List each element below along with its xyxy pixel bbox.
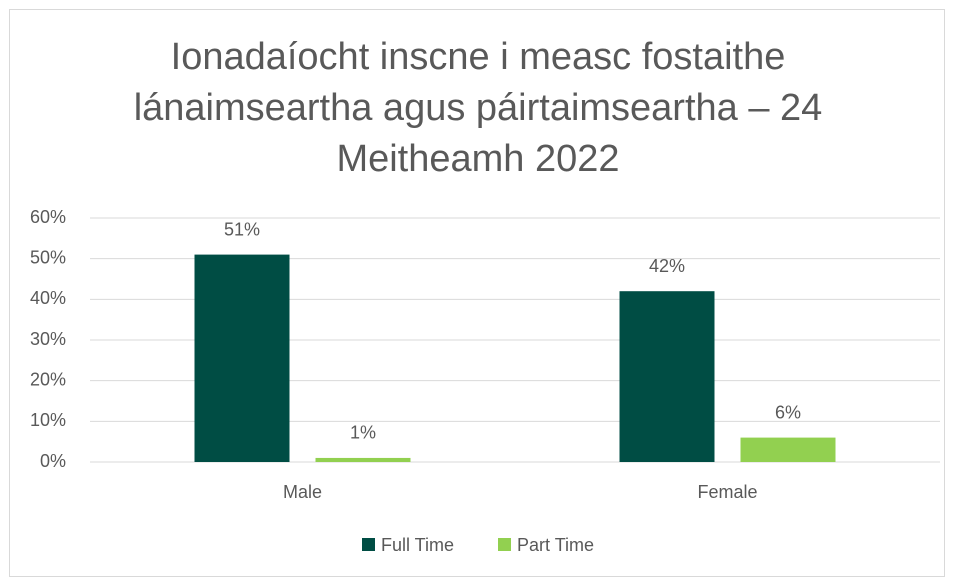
bar [740,437,836,462]
y-tick-label: 20% [30,369,66,389]
legend-label: Full Time [381,535,454,555]
legend-swatch [498,538,511,551]
bar [315,457,411,462]
y-tick-label: 30% [30,329,66,349]
x-tick-label: Male [283,482,322,502]
data-label: 1% [350,423,376,443]
y-tick-label: 40% [30,288,66,308]
legend-label: Part Time [517,535,594,555]
y-tick-label: 0% [40,451,66,471]
data-label: 6% [775,402,801,422]
y-tick-label: 60% [30,207,66,227]
bar [194,254,290,462]
data-label: 51% [224,219,260,239]
chart-title: Ionadaíocht inscne i measc fostaithe lán… [133,36,823,180]
legend-swatch [362,538,375,551]
y-tick-label: 50% [30,247,66,267]
data-label: 42% [649,256,685,276]
y-tick-label: 10% [30,410,66,430]
chart-frame [9,9,945,577]
x-tick-label: Female [697,482,757,502]
bar [619,291,715,462]
